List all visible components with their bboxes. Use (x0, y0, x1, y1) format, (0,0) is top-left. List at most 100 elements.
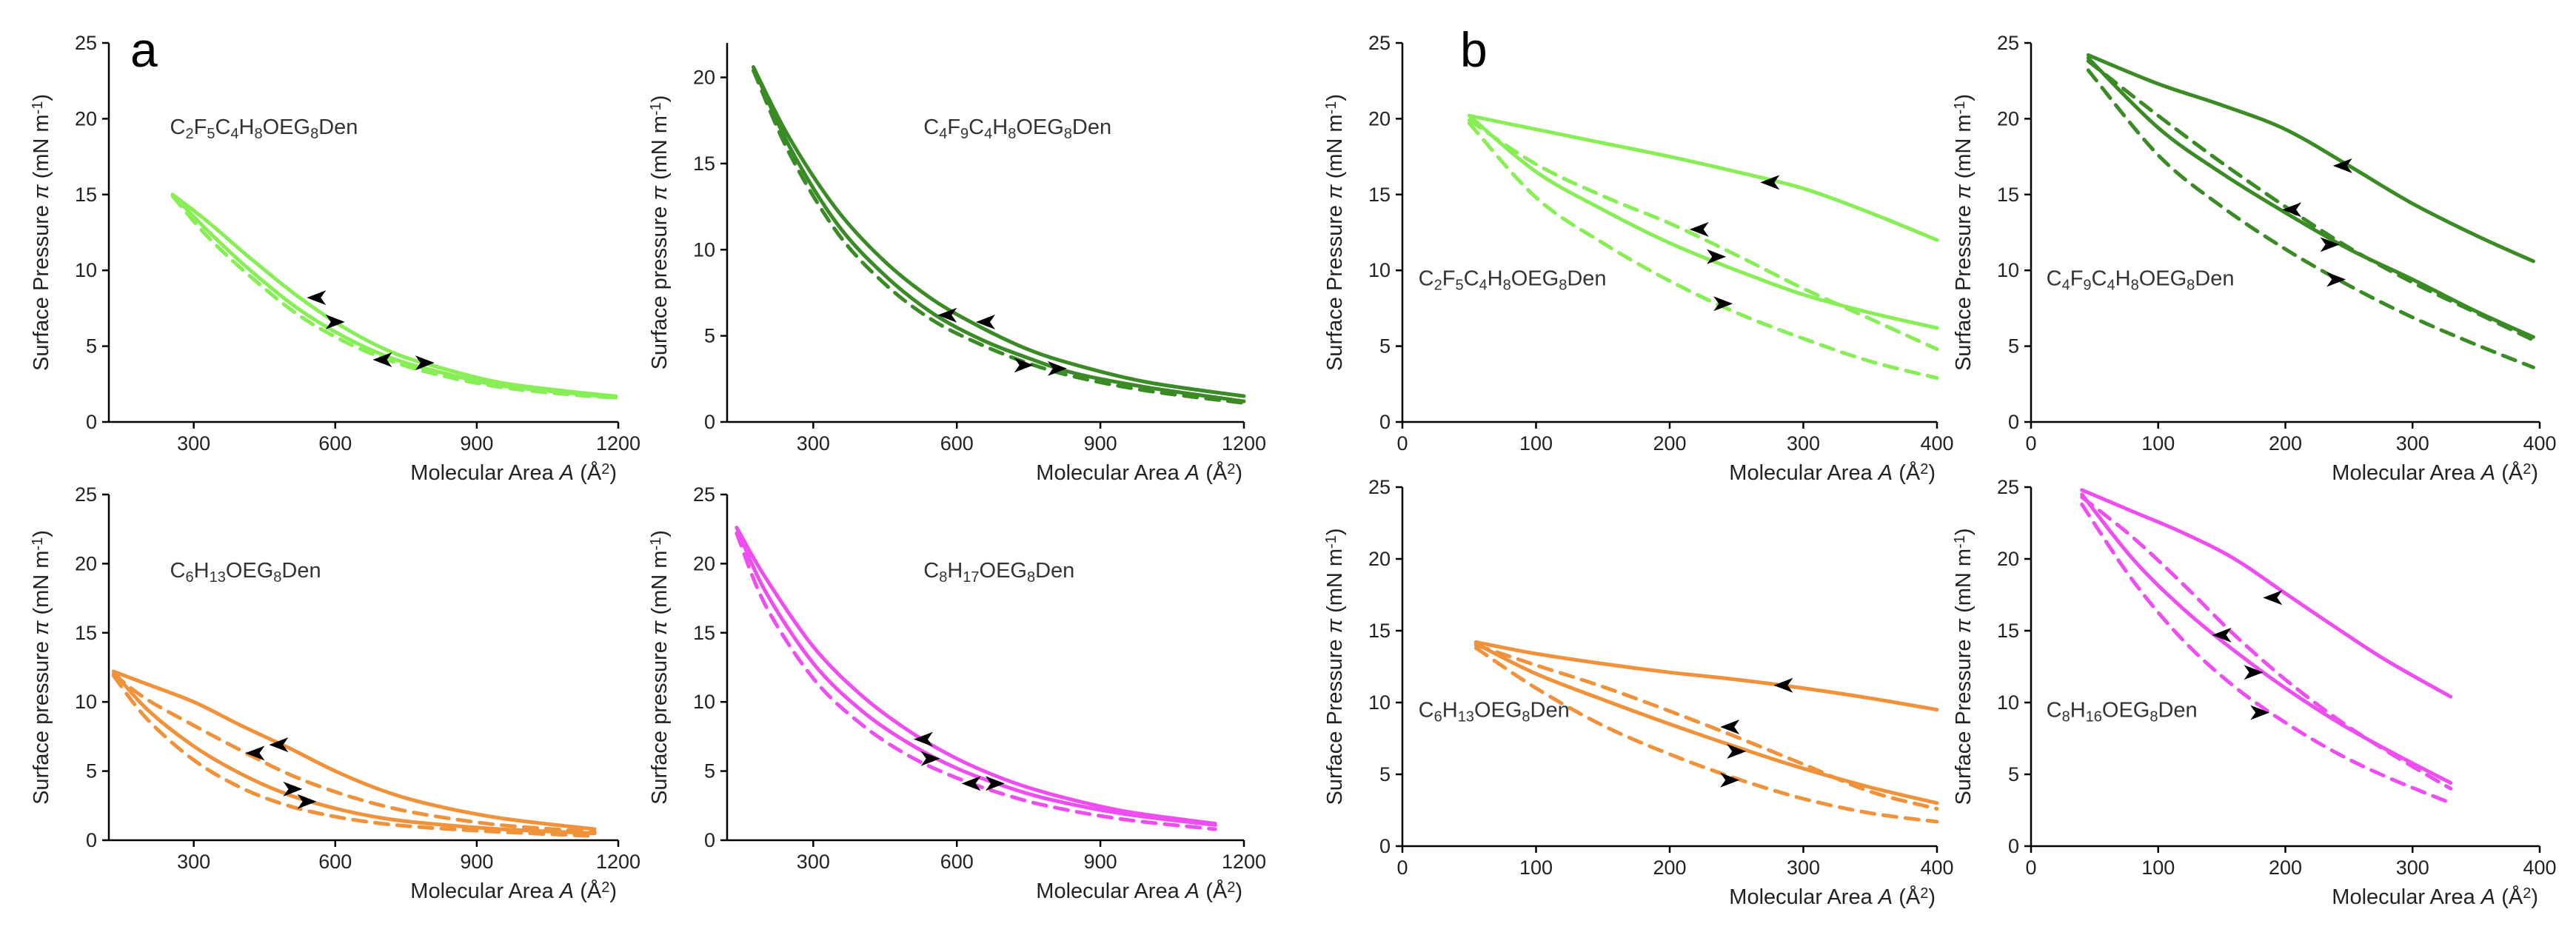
x-axis-title: Molecular Area A (Å2) (1036, 460, 1242, 485)
y-tick-label: 20 (1997, 107, 2019, 130)
x-tick-label: 600 (318, 851, 352, 873)
y-tick-label: 10 (1997, 259, 2019, 281)
x-tick-label: 300 (177, 432, 210, 455)
chart-6: 0 100 200 300 400 0 5 10 15 20 25 Molecular Area A … (1952, 32, 2557, 485)
y-tick-label: 10 (693, 691, 715, 713)
direction-arrow-3 (1014, 358, 1034, 373)
direction-arrow-3 (372, 352, 392, 368)
x-tick-label: 400 (2523, 857, 2556, 879)
x-tick-label: 400 (1920, 857, 1953, 879)
direction-arrow-4 (297, 794, 317, 809)
y-tick-label: 25 (75, 483, 97, 506)
chart-4: 300 600 900 1200 0 5 10 15 20 25 Molecular Area A … (648, 483, 1266, 903)
direction-arrow-4 (2250, 705, 2270, 720)
series-line-3 (111, 672, 597, 834)
y-axis-title: Surface Pressure π (mN m-1) (1952, 94, 1976, 371)
series-line-1 (170, 192, 618, 398)
y-axis-title: Surface pressure π (mN m-1) (648, 95, 672, 370)
y-tick-label: 25 (1368, 32, 1391, 54)
series-line-1 (1467, 113, 1939, 242)
x-tick-label: 1200 (596, 432, 640, 455)
y-axis-title: Surface Pressure π (mN m-1) (30, 94, 53, 371)
y-tick-label: 10 (75, 691, 97, 713)
direction-arrow-3 (1707, 249, 1727, 264)
y-tick-label: 15 (1997, 184, 2019, 206)
chart-title: C8H16OEG8Den (2047, 698, 2198, 725)
x-axis-title: Molecular Area A (Å2) (410, 879, 617, 903)
y-tick-label: 10 (1368, 259, 1391, 281)
x-tick-label: 300 (2396, 432, 2429, 455)
series-line-4 (1467, 121, 1939, 381)
series-line-2 (1473, 642, 1939, 805)
x-tick-label: 600 (940, 432, 974, 455)
chart-7: 0 100 200 300 400 0 5 10 15 20 25 Molecular Area A … (1323, 476, 1954, 909)
y-tick-label: 10 (75, 259, 97, 281)
direction-arrow-1 (245, 745, 265, 761)
direction-arrow-2 (325, 314, 345, 329)
x-tick-label: 900 (1084, 432, 1117, 455)
x-tick-label: 300 (797, 432, 830, 455)
chart-title: C6H13OEG8Den (1419, 698, 1570, 725)
chart-1: 300 600 900 1200 0 5 10 15 20 25 Molecular Area A … (30, 32, 640, 485)
y-tick-label: 20 (693, 67, 715, 89)
y-tick-label: 25 (1997, 32, 2019, 54)
series-line-3 (735, 531, 1217, 831)
series-line-1 (111, 669, 597, 831)
y-tick-label: 15 (693, 152, 715, 175)
x-tick-label: 1200 (596, 851, 640, 873)
y-tick-label: 5 (86, 760, 97, 782)
y-tick-label: 25 (1997, 476, 2019, 498)
x-tick-label: 200 (1653, 432, 1686, 455)
y-tick-label: 0 (86, 411, 97, 433)
x-tick-label: 200 (1653, 857, 1686, 879)
direction-arrow-3 (2244, 665, 2264, 680)
y-tick-label: 20 (75, 107, 97, 130)
direction-arrow-1 (2263, 590, 2283, 606)
x-axis-title: Molecular Area A (Å2) (2332, 885, 2538, 909)
y-tick-label: 25 (693, 483, 715, 506)
x-tick-label: 600 (318, 432, 352, 455)
direction-arrow-4 (1047, 361, 1067, 376)
chart-title: C4F9C4H8OEG8Den (2047, 267, 2235, 294)
y-tick-label: 15 (75, 184, 97, 206)
y-tick-label: 15 (1997, 620, 2019, 642)
y-axis-title: Surface pressure π (mN m-1) (648, 530, 672, 805)
direction-arrow-3 (2320, 237, 2340, 252)
y-tick-label: 5 (86, 335, 97, 358)
x-tick-label: 400 (2523, 432, 2556, 455)
series-line-3 (1473, 643, 1939, 811)
y-tick-label: 0 (1379, 411, 1391, 433)
direction-arrow-1 (913, 731, 933, 747)
x-tick-label: 400 (1920, 432, 1953, 455)
direction-arrow-4 (2326, 272, 2346, 287)
direction-arrow-2 (1720, 719, 1740, 734)
series-line-2 (752, 65, 1246, 403)
y-tick-label: 0 (704, 829, 715, 851)
direction-arrow-1 (937, 307, 957, 323)
y-tick-label: 15 (693, 622, 715, 644)
y-tick-label: 20 (693, 552, 715, 574)
series-line-1 (735, 526, 1217, 826)
series-line-4 (2086, 68, 2535, 369)
y-tick-label: 0 (86, 829, 97, 851)
y-tick-label: 5 (1379, 763, 1391, 785)
series-line-1 (1473, 640, 1939, 712)
chart-title: C4F9C4H8OEG8Den (923, 115, 1111, 142)
direction-arrow-2 (2212, 627, 2232, 643)
chart-2: 300 600 900 1200 0 5 10 15 20 Molecular Area A (Å… (648, 43, 1266, 485)
y-tick-label: 15 (1368, 620, 1391, 642)
direction-arrow-4 (1720, 772, 1740, 788)
chart-8: 0 100 200 300 400 0 5 10 15 20 25 Molecular Area A … (1952, 476, 2557, 909)
y-axis-title: Surface Pressure π (mN m-1) (1323, 528, 1347, 805)
series-line-2 (111, 669, 597, 836)
y-axis-title: Surface Pressure π (mN m-1) (1323, 94, 1347, 371)
series-line-4 (2080, 502, 2453, 805)
x-tick-label: 200 (2269, 857, 2302, 879)
x-tick-label: 100 (1519, 432, 1553, 455)
y-tick-label: 5 (1379, 335, 1391, 358)
chart-title: C2F5C4H8OEG8Den (1419, 267, 1607, 294)
x-tick-label: 600 (940, 851, 974, 873)
y-tick-label: 25 (1368, 476, 1391, 498)
x-tick-label: 100 (2141, 432, 2175, 455)
